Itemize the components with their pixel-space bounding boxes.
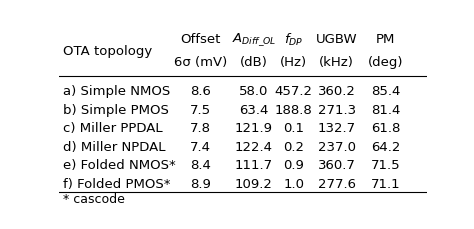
Text: 85.4: 85.4 [371,85,400,98]
Text: 71.1: 71.1 [371,178,400,191]
Text: a) Simple NMOS: a) Simple NMOS [63,85,170,98]
Text: 64.2: 64.2 [371,141,400,154]
Text: 121.9: 121.9 [235,122,273,135]
Text: 63.4: 63.4 [239,104,269,117]
Text: 0.1: 0.1 [283,122,304,135]
Text: 7.4: 7.4 [190,141,211,154]
Text: 58.0: 58.0 [239,85,269,98]
Text: PM: PM [376,33,395,46]
Text: 109.2: 109.2 [235,178,273,191]
Text: f) Folded PMOS*: f) Folded PMOS* [63,178,171,191]
Text: 8.4: 8.4 [190,159,211,172]
Text: 71.5: 71.5 [371,159,400,172]
Text: (deg): (deg) [368,56,403,69]
Text: (Hz): (Hz) [280,56,307,69]
Text: 61.8: 61.8 [371,122,400,135]
Text: 237.0: 237.0 [318,141,356,154]
Text: 7.8: 7.8 [190,122,211,135]
Text: 360.2: 360.2 [318,85,356,98]
Text: $A_{\mathit{Diff\_OL}}$: $A_{\mathit{Diff\_OL}}$ [232,31,276,48]
Text: (dB): (dB) [240,56,268,69]
Text: 457.2: 457.2 [274,85,313,98]
Text: 122.4: 122.4 [235,141,273,154]
Text: 8.6: 8.6 [190,85,211,98]
Text: b) Simple PMOS: b) Simple PMOS [63,104,169,117]
Text: 0.2: 0.2 [283,141,304,154]
Text: e) Folded NMOS*: e) Folded NMOS* [63,159,176,172]
Text: 188.8: 188.8 [275,104,312,117]
Text: 6σ (mV): 6σ (mV) [174,56,228,69]
Text: 7.5: 7.5 [190,104,211,117]
Text: 360.7: 360.7 [318,159,356,172]
Text: UGBW: UGBW [316,33,357,46]
Text: 8.9: 8.9 [190,178,211,191]
Text: d) Miller NPDAL: d) Miller NPDAL [63,141,165,154]
Text: 271.3: 271.3 [318,104,356,117]
Text: Offset: Offset [181,33,221,46]
Text: 111.7: 111.7 [235,159,273,172]
Text: c) Miller PPDAL: c) Miller PPDAL [63,122,163,135]
Text: * cascode: * cascode [63,194,125,206]
Text: 1.0: 1.0 [283,178,304,191]
Text: (kHz): (kHz) [319,56,354,69]
Text: 132.7: 132.7 [318,122,356,135]
Text: 277.6: 277.6 [318,178,356,191]
Text: 81.4: 81.4 [371,104,400,117]
Text: 0.9: 0.9 [283,159,304,172]
Text: $f_{\mathit{DP}}$: $f_{\mathit{DP}}$ [284,32,303,48]
Text: OTA topology: OTA topology [63,45,152,58]
